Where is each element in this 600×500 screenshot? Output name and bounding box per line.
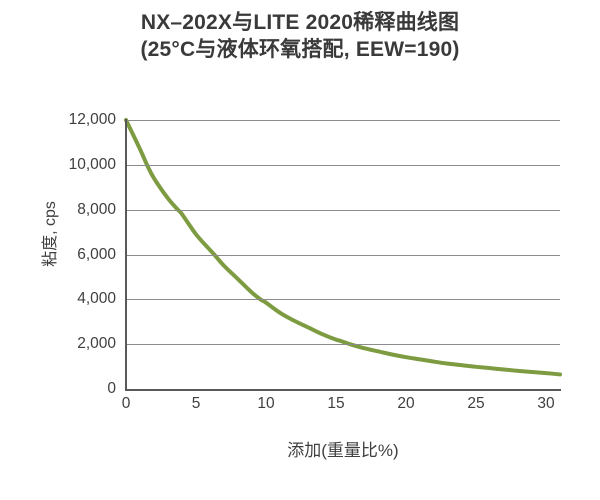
x-tick-label-20: 20 — [397, 395, 415, 412]
x-tick-label-25: 25 — [467, 395, 485, 412]
chart-title-line-1: NX–202X与LITE 2020稀释曲线图 — [140, 11, 460, 34]
gridline-y-12000 — [126, 120, 560, 121]
x-tick-label-0: 0 — [121, 395, 131, 412]
x-tick-label-15: 15 — [327, 395, 345, 412]
chart-title-line-2: (25°C与液体环氧搭配, EEW=190) — [140, 37, 460, 61]
gridline-y-8000 — [126, 209, 560, 211]
x-tick-label-10: 10 — [257, 395, 275, 412]
y-tick-label-6000: 6,000 — [77, 245, 116, 263]
y-tick-label-2000: 2,000 — [77, 335, 116, 353]
gridline-y-10000 — [126, 164, 560, 166]
y-tick-label-4000: 4,000 — [77, 290, 116, 308]
gridline-y-6000 — [126, 254, 560, 256]
x-tick-label-30: 30 — [537, 395, 555, 412]
x-axis-line — [125, 389, 561, 391]
y-tick-label-12000: 12,000 — [68, 111, 116, 128]
dilution-curve-path — [124, 118, 562, 377]
y-axis-line — [125, 119, 127, 391]
x-tick-label-5: 5 — [191, 395, 201, 412]
y-tick-label-0: 0 — [107, 380, 116, 397]
dilution-curve — [124, 118, 562, 377]
plot-area — [124, 118, 562, 389]
y-tick-label-8000: 8,000 — [77, 200, 116, 218]
chart-title: NX–202X与LITE 2020稀释曲线图 (25°C与液体环氧搭配, EEW… — [0, 10, 600, 64]
gridline-y-2000 — [126, 344, 560, 346]
gridline-y-4000 — [126, 299, 560, 301]
y-tick-label-10000: 10,000 — [68, 155, 116, 173]
y-axis-label: 粘度, cps — [42, 201, 59, 267]
x-axis-label: 添加(重量比%) — [287, 441, 399, 460]
